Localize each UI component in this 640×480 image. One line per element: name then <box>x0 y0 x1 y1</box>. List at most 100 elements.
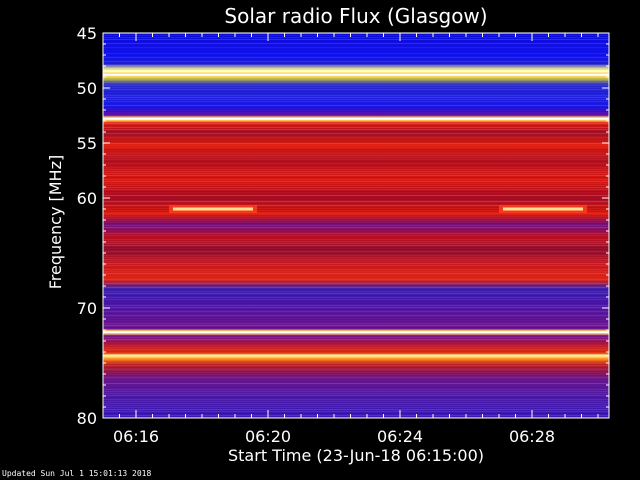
texture-line <box>103 413 609 414</box>
texture-line <box>103 193 609 194</box>
texture-line <box>103 171 609 172</box>
texture-line <box>103 397 609 398</box>
bright-band-core <box>103 117 609 120</box>
texture-line <box>103 99 609 100</box>
texture-line <box>103 337 609 338</box>
texture-line <box>103 103 609 104</box>
texture-line <box>103 281 609 282</box>
texture-line <box>103 309 609 310</box>
texture-line <box>103 269 609 270</box>
texture-line <box>103 129 609 130</box>
texture-line <box>103 165 609 166</box>
texture-line <box>103 39 609 40</box>
texture-line <box>103 55 609 56</box>
texture-line <box>103 219 609 220</box>
texture-line <box>103 209 609 210</box>
texture-line <box>103 215 609 216</box>
texture-line <box>103 373 609 374</box>
texture-line <box>103 303 609 304</box>
texture-line <box>103 237 609 238</box>
texture-line <box>103 327 609 328</box>
texture-line <box>103 401 609 402</box>
texture-line <box>103 363 609 364</box>
texture-line <box>103 249 609 250</box>
texture-line <box>103 87 609 88</box>
texture-line <box>103 321 609 322</box>
texture-line <box>103 371 609 372</box>
texture-line <box>103 305 609 306</box>
texture-line <box>103 207 609 208</box>
plot-frame <box>102 32 610 419</box>
texture-line <box>103 245 609 246</box>
texture-line <box>103 41 609 42</box>
texture-line <box>103 187 609 188</box>
texture-line <box>103 407 609 408</box>
texture-line <box>103 241 609 242</box>
texture-line <box>103 59 609 60</box>
texture-line <box>103 141 609 142</box>
texture-line <box>103 247 609 248</box>
texture-line <box>103 97 609 98</box>
texture-line <box>103 175 609 176</box>
y-tick-label: 60 <box>77 189 97 208</box>
texture-line <box>103 391 609 392</box>
texture-line <box>103 155 609 156</box>
texture-line <box>103 205 609 206</box>
texture-line <box>103 195 609 196</box>
texture-line <box>103 93 609 94</box>
texture-line <box>103 63 609 64</box>
texture-line <box>103 387 609 388</box>
texture-line <box>103 131 609 132</box>
texture-line <box>103 385 609 386</box>
texture-line <box>103 143 609 144</box>
texture-line <box>103 201 609 202</box>
texture-line <box>103 267 609 268</box>
texture-line <box>103 313 609 314</box>
texture-line <box>103 133 609 134</box>
texture-line <box>103 79 609 80</box>
texture-line <box>103 405 609 406</box>
texture-line <box>103 83 609 84</box>
burst-core <box>173 207 253 211</box>
x-tick-label: 06:24 <box>377 427 423 446</box>
texture-line <box>103 283 609 284</box>
texture-line <box>103 81 609 82</box>
texture-line <box>103 351 609 352</box>
y-axis-label: Frequency [MHz] <box>46 155 65 289</box>
texture-line <box>103 65 609 66</box>
texture-line <box>103 393 609 394</box>
texture-line <box>103 157 609 158</box>
texture-line <box>103 51 609 52</box>
texture-line <box>103 125 609 126</box>
texture-line <box>103 37 609 38</box>
texture-line <box>103 285 609 286</box>
texture-line <box>103 169 609 170</box>
texture-line <box>103 355 609 356</box>
texture-line <box>103 221 609 222</box>
texture-line <box>103 211 609 212</box>
texture-line <box>103 361 609 362</box>
texture-line <box>103 107 609 108</box>
texture-line <box>103 111 609 112</box>
texture-line <box>103 147 609 148</box>
axes: 45 50 55 60 70 80 06:16 06:20 06:24 06:28 <box>77 24 610 446</box>
texture-line <box>103 77 609 78</box>
texture-line <box>103 53 609 54</box>
texture-line <box>103 217 609 218</box>
texture-line <box>103 339 609 340</box>
texture-line <box>103 259 609 260</box>
texture-line <box>103 35 609 36</box>
texture-line <box>103 181 609 182</box>
texture-line <box>103 71 609 72</box>
texture-line <box>103 235 609 236</box>
texture-line <box>103 409 609 410</box>
x-tick-label: 06:16 <box>113 427 159 446</box>
texture-line <box>103 183 609 184</box>
texture-line <box>103 365 609 366</box>
texture-line <box>103 85 609 86</box>
texture-line <box>103 367 609 368</box>
texture-line <box>103 251 609 252</box>
texture-line <box>103 307 609 308</box>
texture-line <box>103 67 609 68</box>
